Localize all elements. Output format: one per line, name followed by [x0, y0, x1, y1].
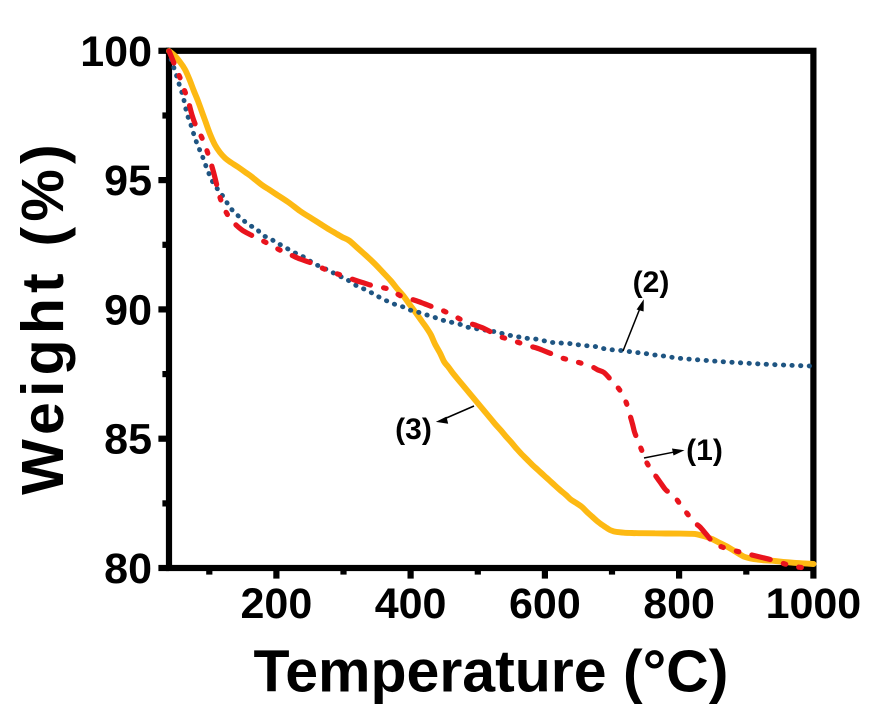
svg-text:600: 600 [509, 580, 581, 628]
svg-text:Weight (%): Weight (%) [10, 139, 76, 495]
svg-text:85: 85 [104, 416, 152, 464]
svg-text:800: 800 [643, 580, 715, 628]
svg-text:1000: 1000 [766, 580, 862, 628]
svg-text:100: 100 [80, 28, 152, 76]
svg-text:(3): (3) [395, 413, 432, 446]
svg-text:90: 90 [104, 286, 152, 334]
svg-text:80: 80 [104, 545, 152, 593]
svg-text:95: 95 [104, 157, 152, 205]
svg-text:Temperature (°C): Temperature (°C) [254, 639, 729, 705]
svg-text:(1): (1) [686, 434, 723, 467]
svg-text:200: 200 [241, 580, 313, 628]
svg-text:(2): (2) [633, 266, 670, 299]
svg-text:400: 400 [375, 580, 447, 628]
